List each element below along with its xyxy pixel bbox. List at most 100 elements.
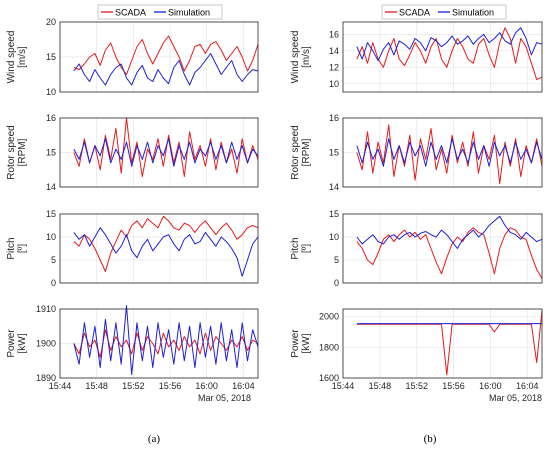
y-axis-label: Power [6, 329, 17, 358]
x-tick-label: 15:48 [369, 381, 392, 391]
date-label-a: Mar 05, 2018 [198, 393, 251, 403]
axes-frame [59, 21, 259, 93]
series-simulation-line [356, 138, 543, 167]
y-axis-label: Rotor speed [290, 125, 301, 179]
x-tick-label: 15:52 [405, 381, 428, 391]
y-axis-label: Power [290, 329, 301, 358]
y-tick-label: 1890 [36, 373, 56, 383]
y-tick-label: 16 [329, 29, 339, 39]
x-tick-label: 15:56 [159, 381, 182, 391]
y-axis-unit: [º] [17, 244, 28, 253]
plot-area [343, 22, 542, 92]
series-scada-line [73, 329, 259, 358]
axes-frame [59, 308, 259, 379]
y-axis-unit: [kW] [17, 333, 28, 353]
axes-frame [59, 213, 259, 284]
x-tick-label: 15:48 [85, 381, 108, 391]
y-tick-label: 14 [46, 182, 56, 192]
y-axis-label: Wind speed [6, 31, 17, 84]
axes-frame [342, 21, 543, 93]
panel-b-2: 14 15 16 Rotor speed [RPM] [290, 113, 543, 192]
y-axis-unit: [º] [301, 244, 312, 253]
y-tick-label: 10 [329, 79, 339, 89]
plot-area [343, 309, 542, 378]
x-tick-label: 16:00 [479, 381, 502, 391]
series-scada-line [73, 35, 259, 75]
x-tick-label: 15:44 [332, 381, 355, 391]
plot-area [343, 214, 542, 283]
y-tick-label: 1600 [319, 373, 339, 383]
y-axis-unit: [RPM] [17, 138, 28, 166]
y-axis-label: Wind speed [290, 31, 301, 84]
legend-scada-label: SCADA [399, 8, 430, 18]
y-tick-label: 15 [329, 148, 339, 158]
panel-b-4: 1600 1800 2000 15:44 15:48 15:52 15:56 16:00 16:… [290, 308, 543, 391]
y-tick-label: 15 [46, 52, 56, 62]
series-scada-line [73, 215, 259, 272]
y-tick-label: 10 [46, 232, 56, 242]
caption-b: (b) [424, 433, 437, 445]
series-simulation-line [73, 53, 259, 86]
panel-b-1: 10 12 14 16 Wind speed [m/s] [290, 21, 543, 93]
x-tick-label: 16:04 [516, 381, 539, 391]
x-tick-label: 15:56 [442, 381, 465, 391]
series-simulation-line [73, 227, 259, 277]
axes-frame [342, 213, 543, 284]
axes-frame [59, 117, 259, 188]
x-tick-label: 16:04 [232, 381, 255, 391]
series-scada-line [356, 124, 543, 185]
y-tick-label: 14 [329, 182, 339, 192]
panel-a-4: 1890 1900 1910 15:44 15:48 15:52 15:56 16:00 16:… [6, 304, 259, 391]
legend-simulation-label: Simulation [168, 8, 210, 18]
y-tick-label: 14 [329, 46, 339, 56]
y-tick-label: 5 [334, 255, 339, 265]
legend-simulation-label: Simulation [452, 8, 494, 18]
y-tick-label: 10 [329, 232, 339, 242]
series-scada-line [356, 227, 543, 279]
y-axis-unit: [RPM] [301, 138, 312, 166]
series-simulation-line [356, 27, 543, 62]
x-tick-label: 15:44 [49, 381, 72, 391]
y-tick-label: 2000 [319, 312, 339, 322]
y-tick-label: 1910 [36, 304, 56, 314]
panel-b-3: 0 5 10 15 Pitch [º] [290, 209, 543, 288]
y-axis-unit: [m/s] [301, 46, 312, 68]
y-tick-label: 10 [46, 87, 56, 97]
y-tick-label: 12 [329, 62, 339, 72]
series-scada-line [356, 310, 543, 376]
y-axis-label: Rotor speed [6, 125, 17, 179]
y-axis-unit: [kW] [301, 333, 312, 353]
y-tick-label: 15 [329, 209, 339, 219]
series-simulation-line [73, 138, 259, 167]
y-tick-label: 0 [334, 278, 339, 288]
y-axis-unit: [m/s] [17, 46, 28, 68]
y-tick-label: 0 [51, 278, 56, 288]
y-tick-label: 1900 [36, 339, 56, 349]
y-tick-label: 1800 [319, 342, 339, 352]
series-simulation-line [356, 215, 543, 249]
date-label-b: Mar 05, 2018 [489, 393, 542, 403]
y-tick-label: 20 [46, 17, 56, 27]
y-tick-label: 15 [46, 148, 56, 158]
legend-scada-label: SCADA [115, 8, 146, 18]
y-axis-label: Pitch [6, 237, 17, 259]
series-simulation-line [73, 305, 259, 376]
legend-b: SCADA Simulation [381, 4, 507, 20]
plot-area [60, 214, 258, 283]
panel-a-3: 0 5 10 15 Pitch [º] [6, 209, 259, 288]
panel-a-2: 14 15 16 Rotor speed [RPM] [6, 113, 259, 192]
axes-frame [342, 117, 543, 188]
panel-a-1: 10 15 20 Wind speed [m/s] [6, 17, 259, 97]
y-axis-label: Pitch [290, 237, 301, 259]
legend-a: SCADA Simulation [97, 4, 223, 20]
x-tick-label: 16:00 [195, 381, 218, 391]
y-tick-label: 5 [51, 255, 56, 265]
y-tick-label: 16 [329, 113, 339, 123]
x-tick-label: 15:52 [122, 381, 145, 391]
y-tick-label: 16 [46, 113, 56, 123]
caption-a: (a) [148, 433, 161, 445]
y-tick-label: 15 [46, 209, 56, 219]
axes-frame [342, 308, 543, 379]
